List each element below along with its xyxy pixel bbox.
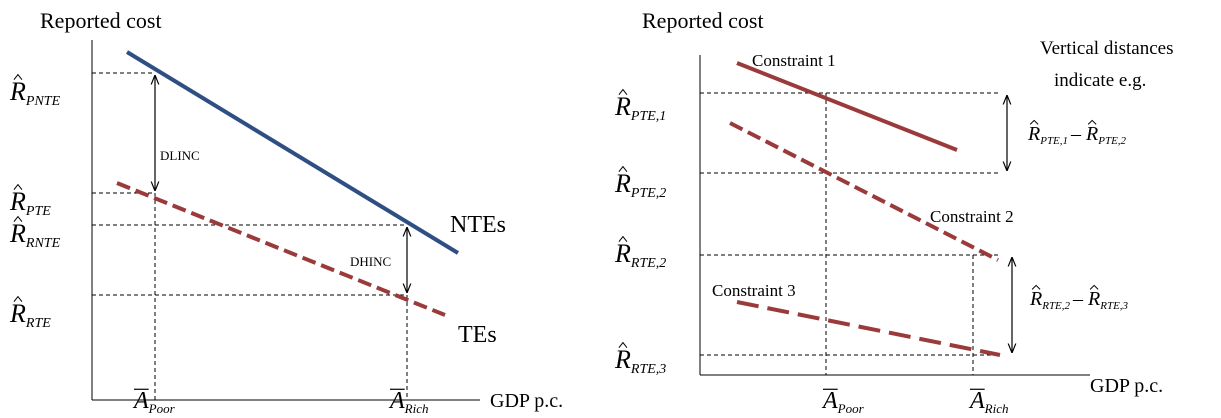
symbol-label: RPTE <box>9 187 51 219</box>
subscript: RTE,3 <box>630 362 666 377</box>
symbol: A <box>821 388 838 414</box>
hat <box>1029 119 1039 125</box>
symbol-label: RRNTE <box>9 219 61 251</box>
subscript: PTE,1 <box>630 109 666 124</box>
hat <box>618 165 628 173</box>
gap-label: DHINC <box>350 254 391 269</box>
constraint-label: Constraint 3 <box>712 281 796 300</box>
operator: – <box>1072 288 1084 310</box>
symbol: A <box>132 388 149 414</box>
constraint-line <box>729 121 999 262</box>
line-label: TEs <box>458 322 497 348</box>
symbol-label: RPTE,2 <box>614 169 666 201</box>
symbol: R <box>614 345 631 374</box>
symbol-label: RRTE,3 <box>614 345 666 377</box>
subscript: PTE,1 <box>1039 135 1068 147</box>
symbol: R <box>1085 123 1098 145</box>
symbol: R <box>9 299 26 328</box>
symbol: R <box>9 187 26 216</box>
subscript: Poor <box>837 401 865 416</box>
subscript: PTE,2 <box>630 186 666 201</box>
right-panel: Reported cost GDP p.c. Constraint 1 Cons… <box>642 8 1173 397</box>
hat <box>618 88 628 96</box>
symbol-label: RPNTE <box>9 77 61 109</box>
hat <box>618 235 628 243</box>
hat <box>1087 119 1097 125</box>
symbol: R <box>9 77 26 106</box>
gap-label: DLINC <box>160 148 200 163</box>
subscript: PTE,2 <box>1097 135 1126 147</box>
hat <box>13 215 23 223</box>
hat <box>13 183 23 191</box>
symbol: R <box>614 239 631 268</box>
hat <box>618 341 628 349</box>
y-axis-title: Reported cost <box>40 8 162 33</box>
operator: – <box>1070 123 1082 145</box>
symbol-label: ARich <box>388 388 429 416</box>
note: indicate e.g. <box>1054 70 1146 91</box>
constraint-line <box>736 61 958 152</box>
symbol-label: RPTE,2 <box>1085 123 1127 147</box>
symbol: A <box>968 388 985 414</box>
symbol: R <box>1027 123 1040 145</box>
symbol-label: APoor <box>821 388 865 416</box>
symbol-label: ARich <box>968 388 1009 416</box>
constraint-label: Constraint 2 <box>930 207 1014 226</box>
subscript: RTE,2 <box>630 256 666 271</box>
symbol: R <box>1029 288 1042 310</box>
hat <box>1089 284 1099 290</box>
y-axis-title: Reported cost <box>642 8 764 33</box>
symbol-label: RRTE,3 <box>1087 288 1129 312</box>
x-axis-title: GDP p.c. <box>1090 375 1163 397</box>
symbol: R <box>614 169 631 198</box>
note: Vertical distances <box>1040 38 1173 59</box>
symbol-label: RRTE <box>9 299 51 331</box>
symbol: R <box>9 219 26 248</box>
subscript: RTE,3 <box>1099 300 1128 312</box>
hat <box>13 295 23 303</box>
line-label: NTEs <box>450 212 506 238</box>
symbol: R <box>1087 288 1100 310</box>
subscript: Poor <box>148 401 176 416</box>
symbol: A <box>388 388 405 414</box>
subscript: PNTE <box>25 94 61 109</box>
symbol-label: APoor <box>132 388 176 416</box>
constraint-label: Constraint 1 <box>752 51 836 70</box>
symbol-label: RRTE,2 <box>1029 288 1071 312</box>
subscript: RTE,2 <box>1041 300 1070 312</box>
symbol-label: RPTE,1 <box>1027 123 1068 147</box>
symbol-label: RRTE,2 <box>614 239 666 271</box>
subscript: RTE <box>25 316 51 331</box>
subscript: PTE <box>25 204 51 219</box>
nte-line <box>125 50 460 255</box>
hat <box>1031 284 1041 290</box>
hat <box>13 73 23 81</box>
x-axis-title: GDP p.c. <box>490 390 563 412</box>
left-panel: Reported cost GDP p.c. DLINC DHINC NTEs … <box>40 8 563 412</box>
subscript: RNTE <box>25 236 61 251</box>
subscript: Rich <box>984 401 1009 416</box>
constraint-line <box>736 300 1001 357</box>
symbol: R <box>614 92 631 121</box>
symbol-label: RPTE,1 <box>614 92 666 124</box>
subscript: Rich <box>404 401 429 416</box>
